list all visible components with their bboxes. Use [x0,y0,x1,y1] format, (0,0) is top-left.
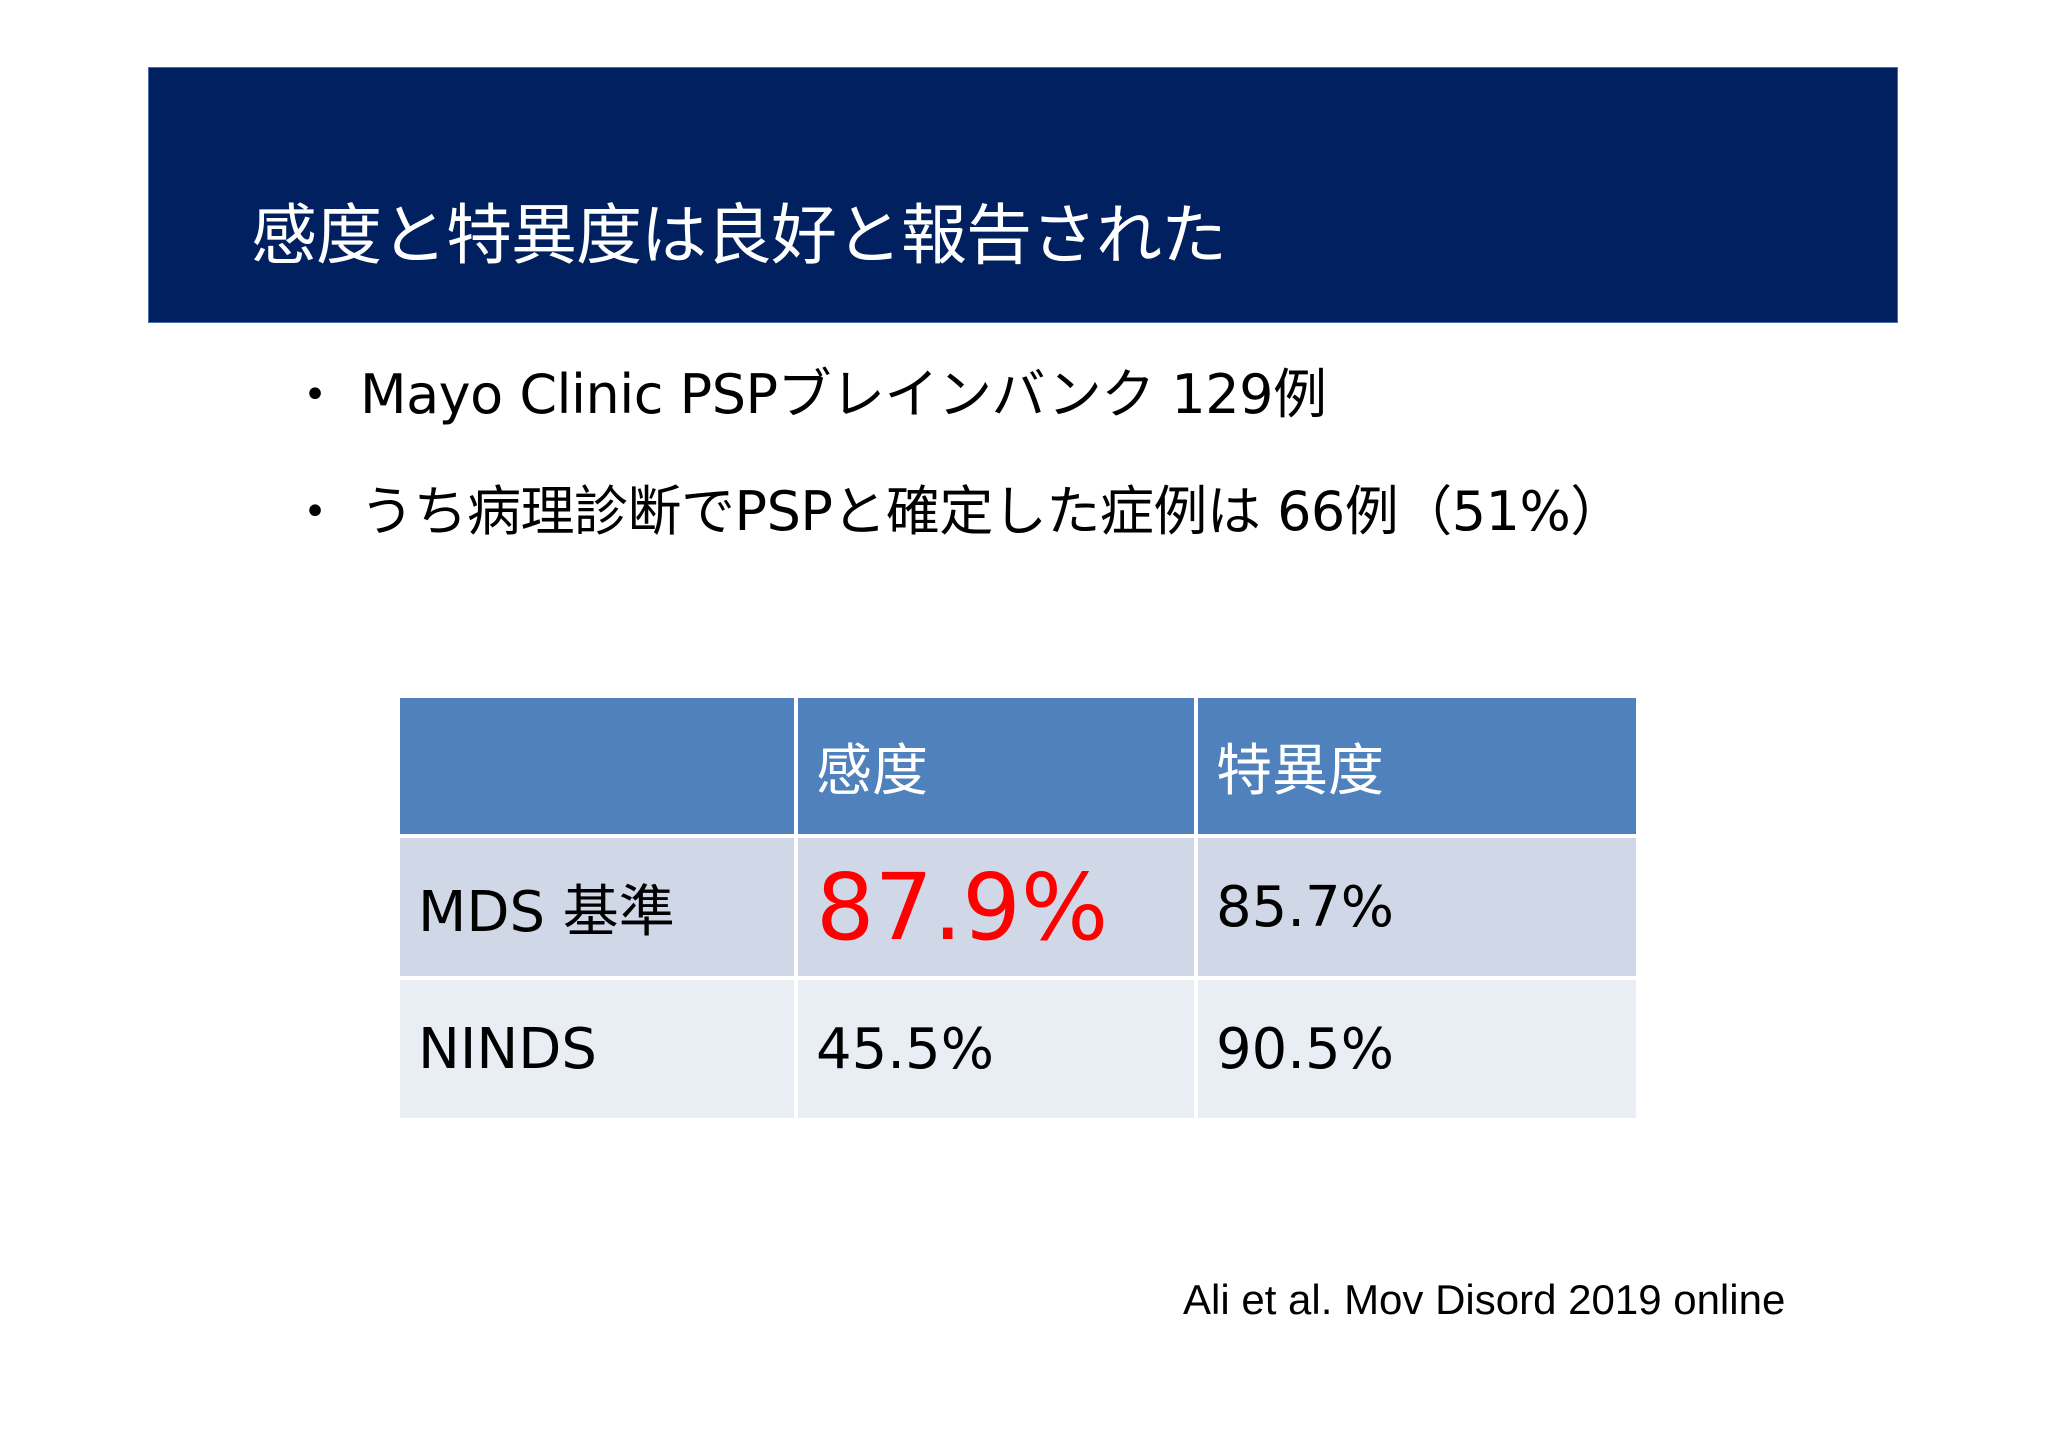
sensitivity-cell: 45.5% [794,976,1198,1122]
row-label: MDS 基準 [396,834,798,980]
bullet-item: • Mayo Clinic PSPブレインバンク 129例 [300,355,1800,435]
bullet-item: • うち病理診断でPSPと確定した症例は 66例（51%） [300,472,1800,552]
table-row: MDS 基準 87.9% 85.7% [396,834,1640,980]
row-label: NINDS [396,976,798,1122]
table-header-row: 感度 特異度 [396,694,1640,838]
table-row: NINDS 45.5% 90.5% [396,976,1640,1122]
citation: Ali et al. Mov Disord 2019 online [1183,1276,1786,1323]
specificity-cell: 90.5% [1194,976,1640,1122]
slide-title: 感度と特異度は良好と報告された [251,197,1227,274]
table-header-specificity: 特異度 [1194,694,1640,838]
bullet-text: うち病理診断でPSPと確定した症例は 66例（51%） [360,480,1624,543]
sensitivity-cell-highlighted: 87.9% [794,834,1198,980]
criteria-table: 感度 特異度 MDS 基準 87.9% 85.7% NINDS 45.5% 90… [396,694,1640,1122]
table-header-sensitivity: 感度 [794,694,1198,838]
table-header-empty [396,694,798,838]
bullet-list: • Mayo Clinic PSPブレインバンク 129例 • うち病理診断でP… [300,355,1800,589]
bullet-marker: • [303,489,327,535]
title-band: 感度と特異度は良好と報告された [148,67,1898,323]
specificity-cell: 85.7% [1194,834,1640,980]
bullet-marker: • [303,372,327,418]
bullet-text: Mayo Clinic PSPブレインバンク 129例 [360,363,1327,426]
